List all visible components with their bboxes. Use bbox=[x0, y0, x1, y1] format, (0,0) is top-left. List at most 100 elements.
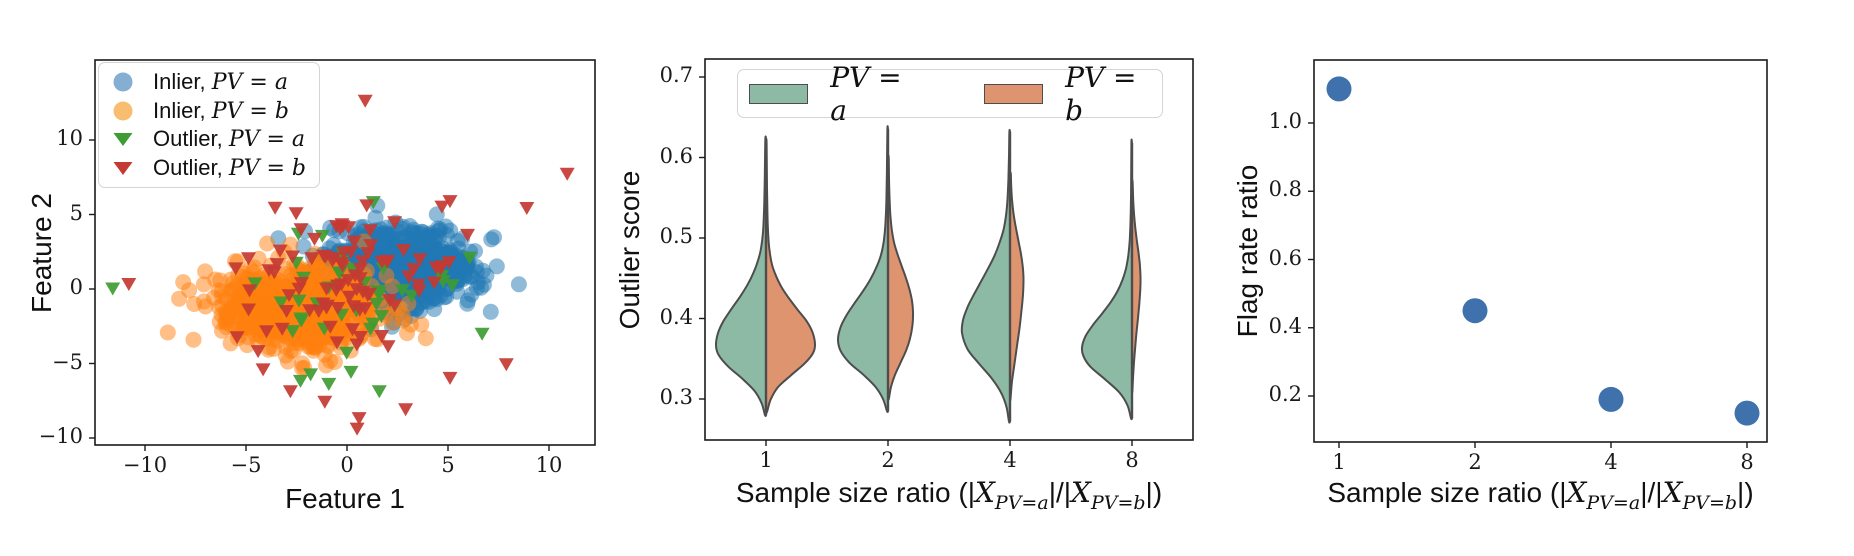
scatter-point-outlier-pv-a bbox=[285, 325, 301, 339]
scatter-point-outlier-pv-a bbox=[365, 196, 381, 210]
scatter-point-outlier-pv-b bbox=[359, 199, 375, 213]
math-symbol: X bbox=[1662, 476, 1683, 509]
scatter-point-inlier-pv-b bbox=[211, 313, 228, 330]
math-subscript: PV=b bbox=[1090, 492, 1146, 514]
scatter-point-outlier-pv-a bbox=[293, 312, 309, 326]
scatter-point-outlier-pv-b bbox=[229, 331, 245, 345]
legend-item: Inlier, PV = b bbox=[111, 98, 307, 124]
scatter-point-outlier-pv-b bbox=[269, 258, 285, 272]
label-text: |/| bbox=[1640, 477, 1663, 508]
scatter-point-outlier-pv-b bbox=[329, 336, 345, 350]
scatter-point-outlier-pv-b bbox=[357, 94, 373, 108]
scatter-point-outlier-pv-b bbox=[441, 256, 457, 270]
scatter-point-outlier-pv-b bbox=[288, 207, 304, 221]
scatter-point-outlier-pv-b bbox=[341, 290, 357, 304]
scatter-point-outlier-pv-b bbox=[442, 195, 458, 209]
scatter-point-outlier-pv-b bbox=[228, 262, 244, 276]
feature-scatter-legend: Inlier, PV = a Inlier, PV = b Outlier, PV … bbox=[98, 62, 320, 188]
y-tick-label: 10 bbox=[56, 126, 83, 150]
scatter-point-outlier-pv-a bbox=[273, 296, 289, 310]
scatter-point-inlier-pv-a bbox=[462, 268, 479, 285]
legend-item-label: Inlier, PV = b bbox=[153, 98, 289, 124]
axes-spines bbox=[1313, 59, 1768, 443]
violin-left-half bbox=[960, 128, 1011, 424]
feature-scatter-plot bbox=[89, 59, 596, 451]
legend-item-label: Outlier, PV = a bbox=[153, 126, 305, 152]
scatter-point-outlier-pv-b bbox=[317, 395, 333, 409]
violin-legend: PV = a PV = b bbox=[737, 61, 1163, 127]
scatter-point-outlier-pv-b bbox=[293, 277, 309, 291]
scatter-point-outlier-pv-b bbox=[380, 340, 396, 354]
scatter-point-outlier-pv-a bbox=[343, 365, 359, 379]
scatter-point-outlier-pv-a bbox=[247, 277, 263, 291]
legend-label-prefix: Inlier, bbox=[153, 97, 212, 123]
x-tick-label: 1 bbox=[1332, 450, 1346, 474]
scatter-point-inlier-pv-b bbox=[259, 235, 276, 252]
math-symbol: X bbox=[974, 476, 995, 509]
plot-area bbox=[1326, 76, 1760, 426]
violin-right-half bbox=[1009, 171, 1025, 402]
label-text: Sample size ratio (| bbox=[1327, 477, 1567, 508]
scatter-point-outlier-pv-b bbox=[319, 282, 334, 296]
scatter-point-outlier-pv-b bbox=[349, 422, 365, 436]
y-tick-label: 0.6 bbox=[659, 143, 693, 168]
scatter-point-outlier-pv-b bbox=[401, 270, 417, 284]
scatter-point-outlier-pv-b bbox=[335, 259, 350, 273]
scatter-point-outlier-pv-a bbox=[339, 346, 355, 360]
scatter-point-inlier-pv-a bbox=[483, 231, 500, 248]
scatter-point-outlier-pv-b bbox=[398, 403, 414, 417]
math-symbol: X bbox=[1566, 476, 1587, 509]
scatter-point-outlier-pv-b bbox=[241, 303, 257, 317]
scatter-point-outlier-pv-b bbox=[302, 304, 318, 318]
scatter-point-outlier-pv-b bbox=[352, 331, 368, 344]
scatter-point-outlier-pv-a bbox=[371, 385, 387, 399]
legend-item: Outlier, PV = b bbox=[111, 155, 307, 181]
inlier-circle-icon bbox=[113, 101, 133, 121]
violin-plot bbox=[699, 58, 1194, 446]
x-tick-label: 4 bbox=[1003, 448, 1017, 472]
math-subscript: PV=a bbox=[994, 492, 1049, 514]
scatter-point-outlier-pv-b bbox=[406, 263, 422, 277]
scatter-point-outlier-pv-b bbox=[250, 345, 266, 359]
y-tick-label: 0.8 bbox=[1268, 177, 1302, 202]
scatter-point-outlier-pv-b bbox=[345, 323, 360, 337]
legend-label-prefix: Inlier, bbox=[153, 68, 212, 94]
scatter-point-outlier-pv-b bbox=[519, 202, 535, 215]
violin-right-half bbox=[1131, 179, 1142, 394]
scatter-point-outlier-pv-b bbox=[374, 330, 390, 343]
scatter-point-inlier-pv-b bbox=[413, 316, 430, 333]
y-tick-label: 0.7 bbox=[659, 63, 693, 87]
scatter-point-outlier-pv-b bbox=[274, 322, 290, 336]
scatter-point-inlier-pv-b bbox=[294, 355, 311, 372]
axes-spines bbox=[94, 59, 596, 446]
legend-label-math: PV = b bbox=[1065, 60, 1137, 127]
scatter-point-outlier-pv-b bbox=[330, 279, 346, 293]
y-tick-label: 1.0 bbox=[1268, 109, 1302, 133]
scatter-point-outlier-pv-b bbox=[279, 305, 295, 318]
scatter-point-outlier-pv-b bbox=[434, 200, 450, 214]
scatter-point-inlier-pv-b bbox=[186, 296, 203, 312]
y-tick-label: 5 bbox=[69, 200, 83, 225]
scatter-point-outlier-pv-b bbox=[360, 247, 376, 261]
scatter-point-inlier-pv-b bbox=[185, 331, 202, 348]
scatter-point-outlier-pv-b bbox=[255, 363, 271, 377]
scatter-point-outlier-pv-b bbox=[354, 255, 370, 269]
y-tick-label: 0.5 bbox=[659, 224, 693, 248]
scatter-point-inlier-pv-a bbox=[488, 258, 505, 275]
x-tick-label: 2 bbox=[881, 448, 895, 472]
label-text: |) bbox=[1145, 477, 1163, 508]
scatter-point-outlier-pv-b bbox=[357, 302, 373, 316]
scatter-point-outlier-pv-a bbox=[321, 377, 337, 391]
scatter-point-outlier-pv-a bbox=[404, 289, 420, 303]
scatter-point-outlier-pv-b bbox=[281, 289, 297, 303]
scatter-point-inlier-pv-a bbox=[459, 295, 476, 312]
y-tick-label: 0 bbox=[69, 275, 83, 299]
scatter-point-outlier-pv-b bbox=[285, 250, 301, 264]
scatter-point-inlier-pv-b bbox=[304, 317, 321, 334]
scatter-point-inlier-pv-b bbox=[282, 342, 299, 359]
y-tick-label: 0.2 bbox=[1268, 382, 1302, 406]
scatter-point-inlier-pv-a bbox=[510, 276, 527, 293]
scatter-point-outlier-pv-b bbox=[343, 245, 359, 259]
scatter-point-outlier-pv-b bbox=[460, 228, 475, 242]
scatter-point-outlier-pv-b bbox=[360, 288, 376, 302]
